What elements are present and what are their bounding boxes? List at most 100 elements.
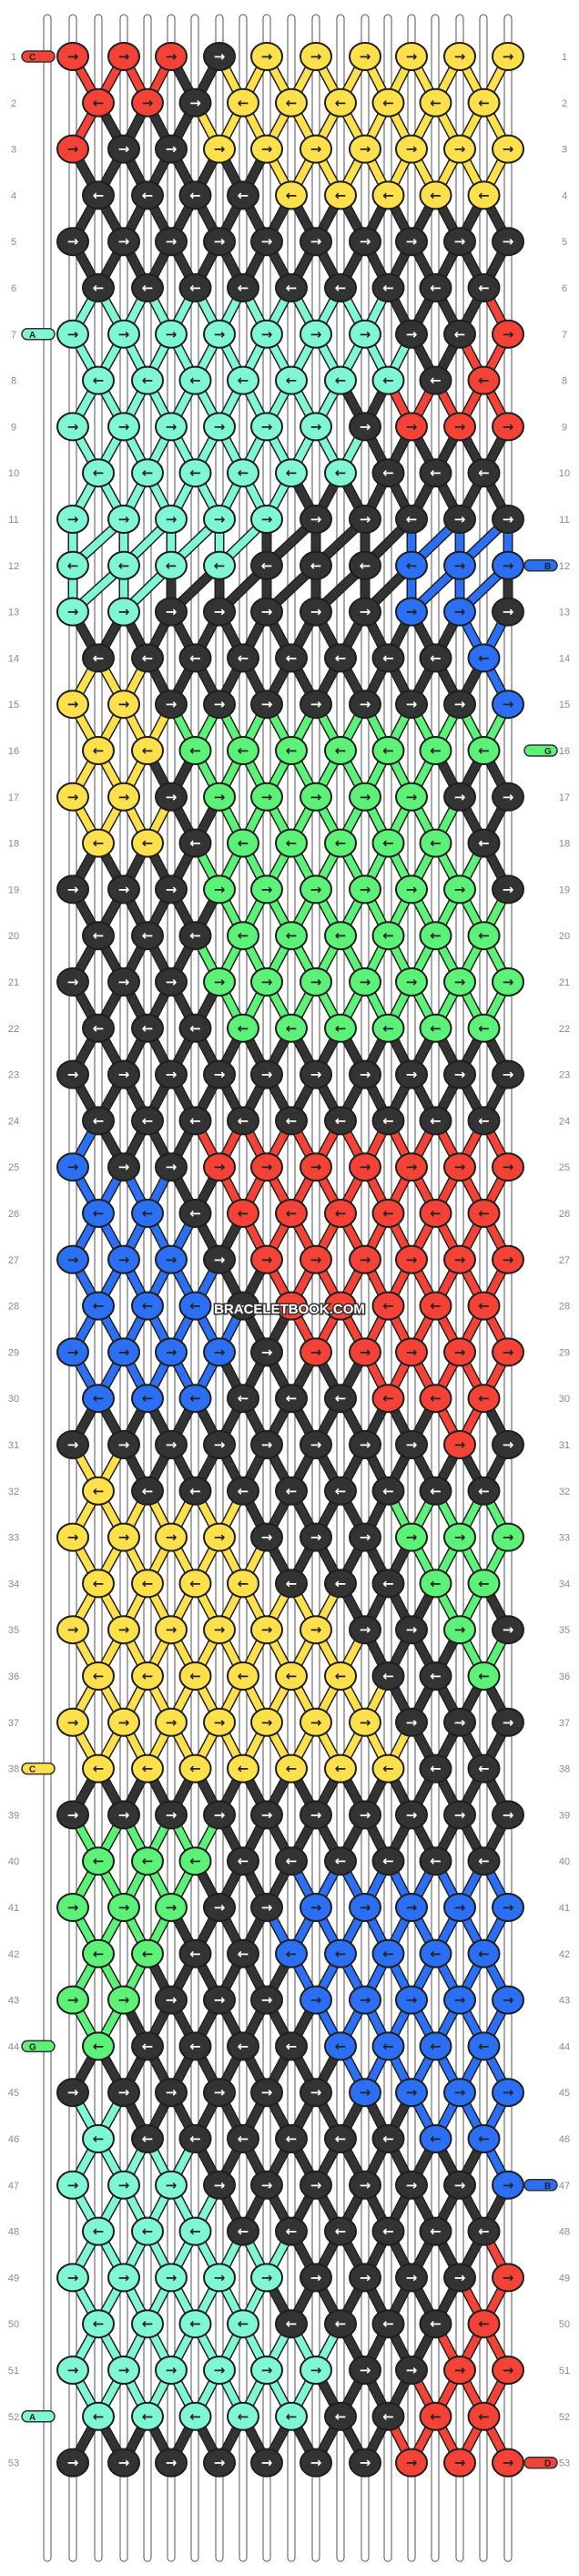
knot: → [492,2170,524,2200]
knot-arrow-icon: ← [286,1483,298,1499]
knot-shape [492,2263,524,2293]
knot-shape [56,1985,89,2015]
knot: ← [178,828,212,858]
knot-arrow-icon: → [503,1806,514,1823]
knot: ← [227,1753,259,1784]
knot-shape [419,1199,452,1228]
knot-shape [324,921,357,951]
knot: ← [275,1199,308,1228]
knot: ← [324,1106,357,1136]
knot: ← [82,1013,115,1043]
knot-arrow-icon: → [360,2269,371,2285]
knot: → [203,1152,236,1182]
knot-arrow-icon: → [261,696,273,712]
knot-arrow-icon: ← [142,1668,154,1684]
knot-shape [131,1106,164,1136]
knot-shape [82,1476,115,1506]
knot: → [492,1800,524,1830]
knot-shape [443,2448,476,2478]
knot: → [443,227,476,257]
knot: ← [419,1753,452,1784]
knot-shape [227,365,259,395]
row-number-right: 49 [559,2273,570,2284]
knot-shape [227,1938,259,1968]
knot: → [300,2078,332,2108]
knot: → [131,87,164,118]
row-number-right: 31 [559,1440,570,1451]
knot-shape [250,2263,283,2293]
row-number-left: 37 [8,1718,19,1729]
knot-shape [178,1384,212,1414]
knot-shape [227,2401,259,2431]
knot-shape [395,1430,428,1459]
knot-shape [300,319,332,349]
knot-arrow-icon: → [67,1529,79,1546]
knot-arrow-icon: ← [382,465,394,481]
knot-arrow-icon: → [118,233,130,250]
knot: ← [227,2401,259,2431]
knot: → [56,1893,89,1922]
knot-shape [227,921,259,951]
knot: ← [467,1938,501,1968]
knot: ← [419,180,452,210]
knot-arrow-icon: → [454,789,466,805]
knot-shape [131,180,164,210]
knot-shape [250,1893,283,1922]
row-number-right: 53 [559,2458,570,2469]
knot: ← [324,365,357,395]
row-number-left: 31 [8,1440,19,1451]
knot-shape [324,1569,357,1599]
knot-shape [227,1106,259,1136]
knot-arrow-icon: → [118,1992,130,2009]
knot-arrow-icon: → [310,1992,322,2009]
knot-shape [419,2401,452,2431]
knot-shape [203,1985,236,2015]
row-number-left: 21 [8,977,19,988]
knot-arrow-icon: ← [189,1853,201,1869]
knot: ← [227,1013,259,1043]
knot-shape [155,1522,188,1552]
knot: → [203,1985,236,2015]
knot-shape [155,2263,188,2293]
knot-shape [203,42,236,71]
knot-arrow-icon: → [261,1067,273,1083]
row-number-left: 5 [11,237,16,248]
knot-shape [300,1893,332,1922]
knot-arrow-icon: ← [430,649,442,666]
knot-arrow-icon: → [360,1806,371,1823]
knot: ← [82,1106,115,1136]
knot-shape [227,2124,259,2153]
knot: → [349,2448,381,2478]
knot-arrow-icon: → [67,2177,79,2193]
knot: ← [419,828,452,858]
knot-shape [324,1199,357,1228]
knot: ← [82,180,115,210]
knot-arrow-icon: → [166,1621,178,1638]
knot-arrow-icon: → [261,141,273,158]
knot: ← [467,1753,501,1784]
knot-shape [395,319,428,349]
knot-arrow-icon: → [360,696,371,712]
knot-shape [300,690,332,720]
knot: → [56,1337,89,1367]
row-number-right: 33 [559,1533,570,1544]
knot-arrow-icon: ← [238,927,249,944]
knot-shape [419,2031,452,2061]
knot-shape [371,1846,405,1876]
knot-shape [324,1753,357,1784]
knot: → [250,2263,283,2293]
row-number-right: 39 [559,1810,570,1821]
knot-shape [395,690,428,720]
row-number-left: 38 [8,1764,19,1775]
knot: → [56,1800,89,1830]
knot-arrow-icon: → [406,326,418,342]
knot: → [250,1152,283,1182]
knot: ← [178,1291,212,1321]
strand-tag-right [523,2456,558,2469]
knot: ← [227,1199,259,1228]
knot-arrow-icon: → [214,1806,226,1823]
knot-arrow-icon: ← [382,373,394,389]
knot: → [250,412,283,442]
knot-arrow-icon: ← [382,927,394,944]
knot-shape [56,1152,89,1182]
